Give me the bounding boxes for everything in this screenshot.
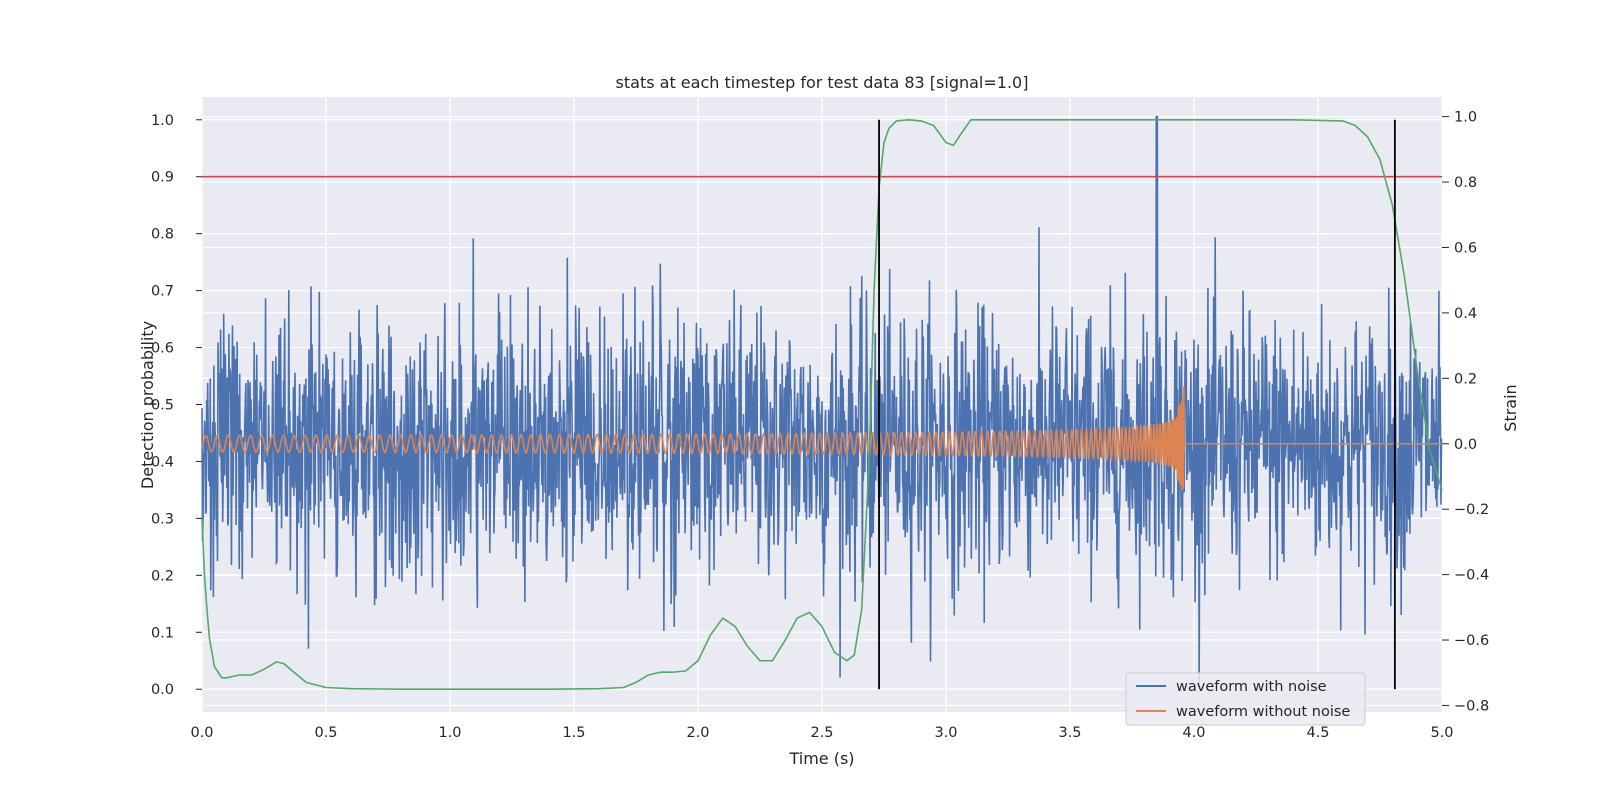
y-left-tick-label: 0.8 [151,227,174,243]
x-tick-label: 0.5 [314,725,337,741]
x-tick-label: 1.5 [562,725,585,741]
x-tick-label: 3.0 [934,725,957,741]
y-right-tick-label: −0.6 [1454,633,1489,649]
series-waveform-without-noise [201,386,1442,491]
y-axis-left-label: Detection probability [138,321,157,489]
y-right-tick-label: 0.0 [1454,437,1477,453]
x-axis-label: Time (s) [788,749,854,768]
x-tick-label: 3.5 [1058,725,1081,741]
y-right-tick-label: 1.0 [1454,110,1477,126]
y-right-tick-label: −0.8 [1454,698,1489,714]
x-tick-label: 5.0 [1430,725,1453,741]
legend-label-waveform-with-noise: waveform with noise [1176,679,1327,695]
legend: waveform with noise waveform without noi… [1125,672,1366,726]
y-left-tick-label: 0.6 [151,341,174,357]
y-left-tick-label: 0.0 [151,682,174,698]
y-right-tick-label: 0.2 [1454,371,1477,387]
y-left-tick-label: 0.4 [151,454,174,470]
x-tick-label: 2.5 [810,725,833,741]
series-detection-probability [201,118,1443,691]
y-right-tick-label: 0.4 [1454,306,1477,322]
y-left-tick-label: 0.3 [151,511,174,527]
y-right-tick-label: −0.2 [1454,502,1489,518]
y-axis-right-label: Strain [1501,384,1520,431]
legend-label-waveform-without-noise: waveform without noise [1176,704,1350,720]
y-right-tick-label: 0.6 [1454,240,1477,256]
x-tick-label: 0.0 [190,725,213,741]
x-tick-label: 4.5 [1306,725,1329,741]
y-right-tick-label: −0.4 [1454,568,1489,584]
y-left-tick-label: 1.0 [151,113,174,129]
series-waveform-with-noise [201,115,1443,686]
y-left-tick-label: 0.5 [151,398,174,414]
x-tick-label: 4.0 [1182,725,1205,741]
y-left-tick-label: 0.2 [151,568,174,584]
series-layer [201,115,1443,691]
legend-box [1125,672,1366,726]
y-left-tick-label: 0.7 [151,284,174,300]
y-left-tick-label: 0.1 [151,625,174,641]
x-tick-label: 1.0 [438,725,461,741]
ticks: 0.0 0.5 1.0 1.5 2.0 2.5 3.0 3.5 4.0 4.5 5.0 0.0 0.1 0… [151,110,1489,741]
y-right-tick-label: 0.8 [1454,175,1477,191]
x-tick-label: 2.0 [686,725,709,741]
y-left-tick-label: 0.9 [151,170,174,186]
chart-title: stats at each timestep for test data 83 … [616,73,1029,92]
